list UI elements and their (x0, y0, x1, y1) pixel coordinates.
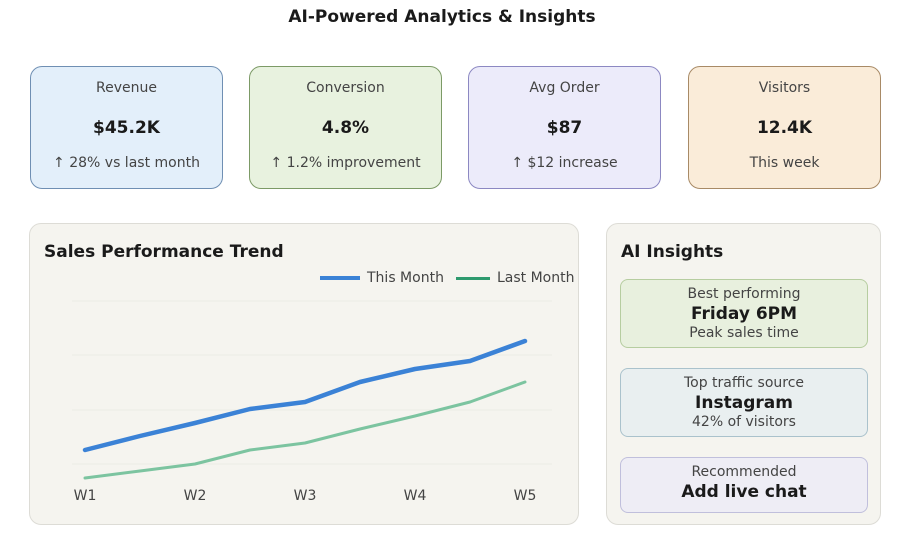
insight-card-traffic-source: Top traffic source Instagram 42% of visi… (620, 368, 868, 437)
insight-value: Friday 6PM (690, 304, 798, 324)
x-axis-tick-label: W3 (294, 488, 317, 504)
kpi-label: Visitors (758, 80, 811, 96)
insights-title: AI Insights (621, 242, 724, 262)
kpi-label: Revenue (96, 80, 157, 96)
insight-label: Recommended (691, 464, 797, 480)
page-title: AI-Powered Analytics & Insights (288, 7, 596, 27)
insight-label: Top traffic source (683, 375, 805, 391)
x-axis-tick-label: W5 (514, 488, 537, 504)
insight-label: Best performing (687, 286, 801, 302)
x-axis-tick-label: W2 (184, 488, 207, 504)
kpi-card-revenue: Revenue $45.2K ↑ 28% vs last month (30, 66, 223, 189)
kpi-card-conversion: Conversion 4.8% ↑ 1.2% improvement (249, 66, 442, 189)
insight-sub: Peak sales time (689, 325, 799, 341)
insight-card-recommended: Recommended Add live chat (620, 457, 868, 513)
insight-card-best-performing: Best performing Friday 6PM Peak sales ti… (620, 279, 868, 348)
chart-title: Sales Performance Trend (44, 242, 284, 262)
kpi-sub: ↑ 1.2% improvement (270, 155, 421, 171)
legend-item-this-month: This Month (320, 270, 444, 286)
chart-legend: This Month Last Month (320, 270, 586, 286)
kpi-value: $45.2K (93, 118, 160, 138)
insight-value: Add live chat (681, 482, 807, 502)
ai-insights-panel: AI Insights Best performing Friday 6PM P… (606, 223, 881, 525)
legend-swatch-icon (455, 276, 490, 280)
line-chart: W1 W2 W3 W4 W5 (72, 300, 552, 504)
insight-value: Instagram (695, 393, 793, 413)
kpi-value: 4.8% (321, 118, 370, 138)
insight-sub: 42% of visitors (692, 414, 796, 430)
kpi-value: 12.4K (756, 118, 813, 138)
kpi-label: Avg Order (529, 80, 600, 96)
legend-label: Last Month (496, 270, 575, 286)
x-axis-tick-label: W1 (74, 488, 97, 504)
kpi-card-avg-order: Avg Order $87 ↑ $12 increase (468, 66, 661, 189)
kpi-sub: ↑ 28% vs last month (53, 155, 200, 171)
series-line-last-month (83, 380, 527, 480)
kpi-value: $87 (546, 118, 583, 138)
x-axis-tick-label: W4 (404, 488, 427, 504)
series-line-this-month (82, 338, 528, 453)
kpi-label: Conversion (306, 80, 385, 96)
kpi-sub: ↑ $12 increase (511, 155, 618, 171)
kpi-sub: This week (749, 155, 820, 171)
sales-chart-panel: Sales Performance Trend This Month Last … (29, 223, 579, 525)
legend-swatch-icon (320, 276, 360, 280)
legend-item-last-month: Last Month (455, 270, 575, 286)
legend-label: This Month (367, 270, 444, 286)
kpi-card-visitors: Visitors 12.4K This week (688, 66, 881, 189)
